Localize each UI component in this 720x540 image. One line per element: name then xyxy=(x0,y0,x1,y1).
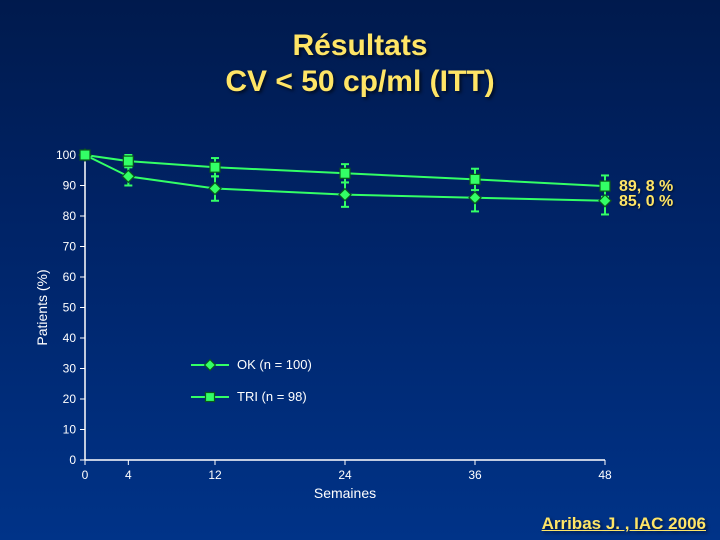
legend-item-label: OK (n = 100) xyxy=(237,357,312,372)
svg-text:80: 80 xyxy=(63,209,77,223)
svg-text:0: 0 xyxy=(82,468,89,482)
svg-text:10: 10 xyxy=(63,423,77,437)
svg-text:36: 36 xyxy=(468,468,482,482)
x-axis-label: Semaines xyxy=(314,485,376,501)
svg-text:40: 40 xyxy=(63,331,77,345)
svg-text:60: 60 xyxy=(63,270,77,284)
svg-text:70: 70 xyxy=(63,240,77,254)
series-end-label: 85, 0 % xyxy=(619,193,673,210)
slide-title: Résultats CV < 50 cp/ml (ITT) xyxy=(0,28,720,100)
svg-text:12: 12 xyxy=(208,468,222,482)
y-axis-label: Patients (%) xyxy=(34,269,50,345)
svg-text:24: 24 xyxy=(338,468,352,482)
svg-text:100: 100 xyxy=(56,148,76,162)
citation: Arribas J. , IAC 2006 xyxy=(542,514,706,534)
svg-text:90: 90 xyxy=(63,179,77,193)
legend-item-label: TRI (n = 98) xyxy=(237,389,307,404)
svg-text:48: 48 xyxy=(598,468,612,482)
svg-text:4: 4 xyxy=(125,468,132,482)
svg-text:50: 50 xyxy=(63,301,77,315)
line-chart: 0 10 20 30 40 50 60 70 80 90 100 0 4 12 24 36 48 Patients… xyxy=(33,145,695,512)
svg-text:0: 0 xyxy=(69,453,76,467)
svg-text:20: 20 xyxy=(63,392,77,406)
svg-text:30: 30 xyxy=(63,362,77,376)
